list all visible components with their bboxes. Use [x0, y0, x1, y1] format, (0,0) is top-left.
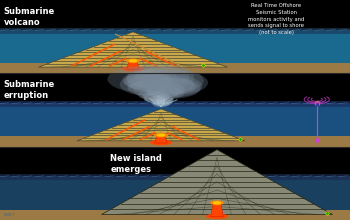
Bar [0, 210, 350, 220]
Point [237, 137, 243, 141]
Ellipse shape [107, 66, 172, 92]
Point [324, 211, 330, 214]
Polygon shape [77, 109, 245, 141]
Text: [NSF]: [NSF] [4, 213, 15, 217]
Polygon shape [211, 203, 223, 217]
Point [237, 137, 243, 141]
Text: Submarine
erruption: Submarine erruption [4, 80, 55, 100]
Ellipse shape [152, 101, 170, 107]
Ellipse shape [150, 140, 172, 145]
Ellipse shape [144, 93, 170, 103]
Ellipse shape [127, 64, 194, 91]
Ellipse shape [148, 71, 208, 95]
Bar [0, 176, 350, 211]
Ellipse shape [142, 91, 170, 101]
Ellipse shape [210, 200, 224, 205]
Ellipse shape [146, 85, 181, 98]
Text: Real Time Offshore
Seismic Station
monitors activity and
sends signal to shore
(: Real Time Offshore Seismic Station monit… [248, 3, 305, 35]
Point [314, 102, 320, 105]
Polygon shape [38, 32, 228, 67]
Bar [0, 174, 350, 180]
Ellipse shape [206, 213, 228, 219]
Ellipse shape [153, 99, 172, 106]
Bar [0, 63, 350, 73]
Bar [0, 28, 350, 34]
Ellipse shape [127, 81, 167, 95]
Ellipse shape [122, 66, 144, 72]
Bar [0, 103, 350, 138]
Ellipse shape [150, 95, 174, 104]
Bar [0, 147, 350, 220]
Bar [0, 30, 350, 64]
Ellipse shape [151, 77, 194, 93]
Bar [0, 101, 350, 107]
Ellipse shape [148, 77, 201, 99]
Bar [157, 84, 165, 104]
Ellipse shape [122, 71, 172, 90]
Text: New island
emerges: New island emerges [110, 154, 162, 174]
Ellipse shape [152, 97, 173, 105]
Ellipse shape [138, 89, 168, 100]
Point [314, 102, 320, 106]
Ellipse shape [133, 80, 183, 100]
Ellipse shape [124, 73, 172, 91]
Ellipse shape [126, 58, 140, 63]
Ellipse shape [152, 87, 185, 99]
Ellipse shape [154, 133, 168, 138]
Point [314, 138, 320, 142]
Ellipse shape [120, 73, 177, 96]
Ellipse shape [213, 201, 221, 204]
Point [200, 64, 206, 67]
Text: Submarine
volcano: Submarine volcano [4, 7, 55, 27]
Ellipse shape [127, 75, 173, 92]
Ellipse shape [129, 59, 137, 62]
Polygon shape [102, 150, 332, 214]
Ellipse shape [126, 69, 178, 88]
Polygon shape [127, 61, 139, 69]
Bar [0, 136, 350, 147]
Polygon shape [155, 135, 167, 143]
Ellipse shape [155, 79, 197, 94]
Point [200, 64, 206, 67]
Ellipse shape [135, 67, 189, 87]
Ellipse shape [147, 75, 202, 97]
Point [324, 211, 330, 214]
Ellipse shape [142, 68, 204, 93]
Bar [0, 0, 350, 73]
Ellipse shape [148, 83, 185, 97]
Bar [0, 73, 350, 147]
Ellipse shape [157, 134, 165, 137]
